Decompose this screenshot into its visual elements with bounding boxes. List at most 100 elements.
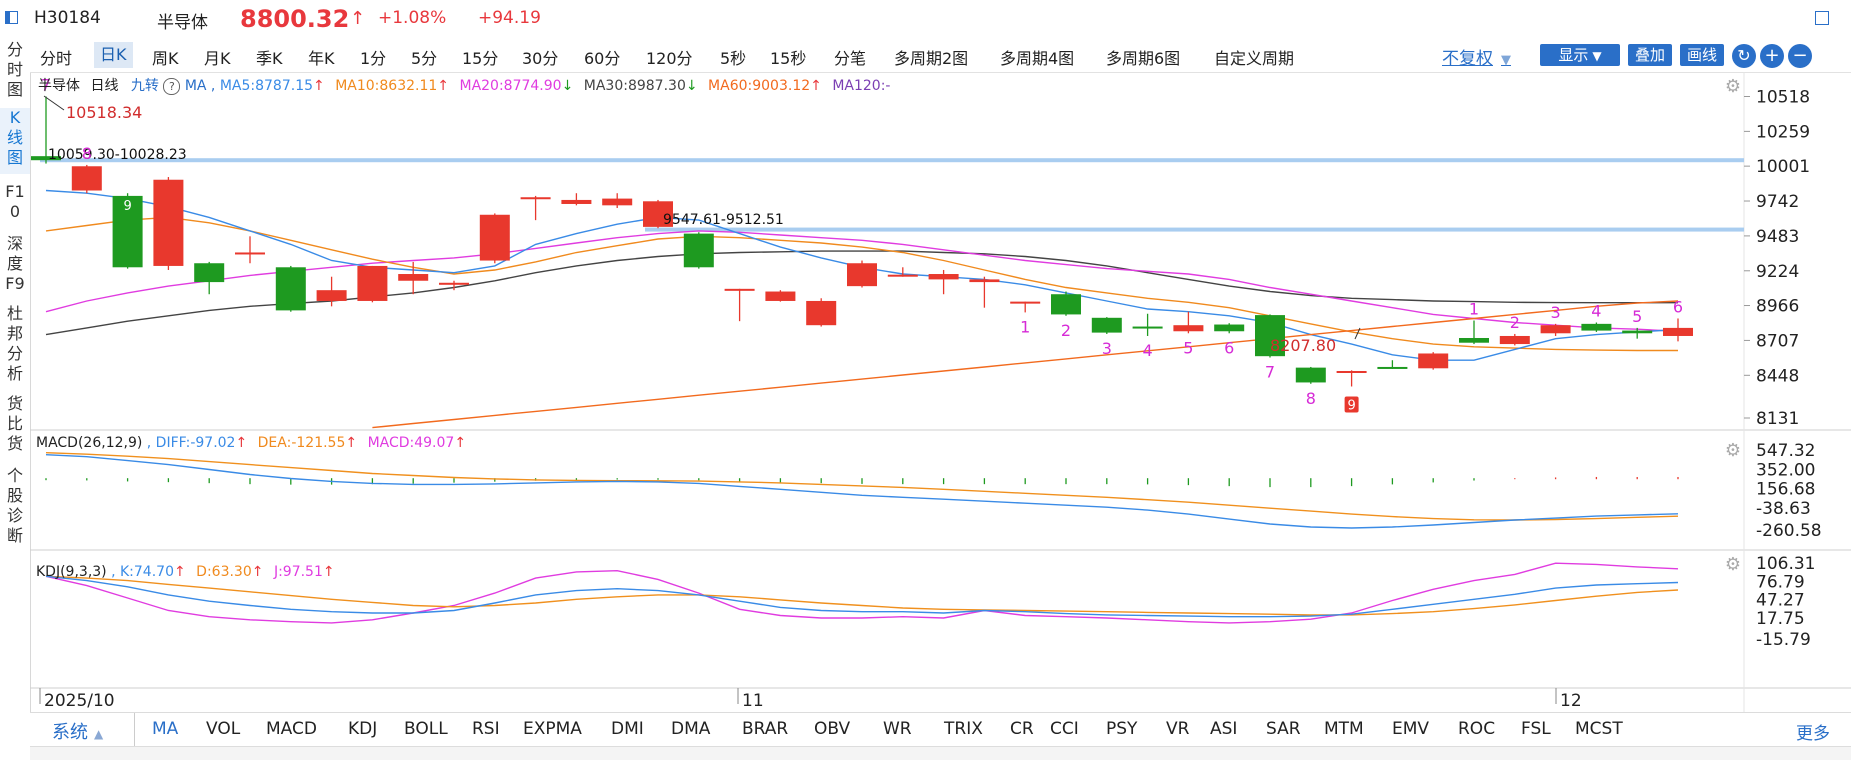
- ind-tab-mcst[interactable]: MCST: [1575, 719, 1623, 739]
- high-price-annotation: 10518.34: [66, 103, 142, 122]
- gear-icon[interactable]: ⚙: [1725, 554, 1741, 575]
- ind-tab-obv[interactable]: OBV: [814, 719, 851, 739]
- candle-body: [1418, 353, 1449, 369]
- period-tab-multi4[interactable]: 多周期4图: [1000, 49, 1075, 68]
- period-tab-multi6[interactable]: 多周期6图: [1106, 49, 1181, 68]
- ma60-line: [372, 300, 1679, 429]
- period-tab-timeshare[interactable]: 分时: [40, 49, 73, 68]
- window-icon[interactable]: [5, 11, 18, 24]
- period-tab-multi2[interactable]: 多周期2图: [894, 49, 969, 68]
- candle-body: [479, 214, 510, 261]
- candle-body: [1214, 324, 1245, 332]
- ind-tab-psy[interactable]: PSY: [1106, 719, 1138, 739]
- ind-tab-rsi[interactable]: RSI: [472, 719, 500, 739]
- nav-diagnosis[interactable]: 个股诊断: [6, 466, 23, 545]
- display-button[interactable]: 显示 ▼: [1540, 44, 1620, 66]
- draw-line-button[interactable]: 画线: [1680, 44, 1724, 66]
- dea-up-arrow-icon: ↑: [345, 435, 358, 451]
- up-arrow-icon: ↑: [350, 8, 366, 29]
- gear-icon[interactable]: ⚙: [1725, 440, 1741, 461]
- ind-tab-sar[interactable]: SAR: [1266, 719, 1301, 739]
- gear-icon[interactable]: ⚙: [1725, 76, 1741, 97]
- legend-jiuzhuan[interactable]: 九转: [130, 78, 159, 94]
- period-tab-30min[interactable]: 30分: [522, 49, 559, 68]
- ind-tab-asi[interactable]: ASI: [1210, 719, 1238, 739]
- kline-chart[interactable]: 1051810259100019742948392248966870784488…: [30, 72, 1851, 712]
- zoom-out-icon[interactable]: −: [1788, 44, 1812, 68]
- period-tab-15min[interactable]: 15分: [462, 49, 499, 68]
- period-tab-tick[interactable]: 分笔: [834, 49, 867, 68]
- ind-tab-vol[interactable]: VOL: [206, 719, 241, 739]
- legend-ma60: MA60:9003.12: [708, 78, 811, 94]
- current-price: 8800.32: [240, 5, 350, 33]
- nav-kline[interactable]: K线图: [0, 108, 30, 174]
- nav-dupont[interactable]: 杜邦分析: [6, 304, 23, 383]
- ind-tab-brar[interactable]: BRAR: [742, 719, 789, 739]
- ind-tab-trix[interactable]: TRIX: [944, 719, 983, 739]
- refresh-icon[interactable]: ↻: [1732, 44, 1756, 68]
- period-tab-quarter[interactable]: 季K: [256, 49, 283, 68]
- ma60-up-arrow-icon: ↑: [810, 78, 822, 94]
- kdj-k: , K:74.70: [111, 564, 174, 580]
- kdj-axis-label: 17.75: [1756, 609, 1805, 629]
- change-amount: +94.19: [478, 8, 541, 28]
- quote-header: H30184 半导体 8800.32 ↑ +1.08% +94.19: [0, 0, 1851, 39]
- ind-tab-cci[interactable]: CCI: [1050, 719, 1079, 739]
- period-tab-month[interactable]: 月K: [204, 49, 231, 68]
- period-tab-5sec[interactable]: 5秒: [720, 49, 747, 68]
- maximize-icon[interactable]: [1815, 11, 1829, 25]
- zoom-in-icon[interactable]: +: [1760, 44, 1784, 68]
- ind-tab-vr[interactable]: VR: [1166, 719, 1190, 739]
- price-axis-label: 9742: [1756, 192, 1799, 212]
- candle-body: [1663, 327, 1693, 336]
- period-tab-custom[interactable]: 自定义周期: [1214, 49, 1295, 68]
- ind-tab-expma[interactable]: EXPMA: [523, 719, 582, 739]
- period-tab-15sec[interactable]: 15秒: [770, 49, 807, 68]
- more-button[interactable]: 更多: [1796, 724, 1830, 744]
- system-menu[interactable]: 系统 ▲: [52, 722, 104, 743]
- period-tab-5min[interactable]: 5分: [411, 49, 438, 68]
- seq-nine-number: 9: [1347, 398, 1355, 413]
- period-tab-60min[interactable]: 60分: [584, 49, 621, 68]
- ind-tab-ma[interactable]: MA: [152, 719, 179, 739]
- ind-tab-emv[interactable]: EMV: [1392, 719, 1430, 739]
- period-tab-120min[interactable]: 120分: [646, 49, 693, 68]
- change-percent: +1.08%: [378, 8, 447, 28]
- ind-tab-roc[interactable]: ROC: [1458, 719, 1496, 739]
- dea-line: [45, 452, 1679, 521]
- diff-up-arrow-icon: ↑: [235, 435, 248, 451]
- ma10-line: [45, 216, 1678, 352]
- ind-tab-mtm[interactable]: MTM: [1324, 719, 1364, 739]
- period-tab-week[interactable]: 周K: [152, 49, 179, 68]
- price-axis-label: 10259: [1756, 122, 1810, 142]
- candle-body: [1459, 337, 1489, 343]
- ind-tab-wr[interactable]: WR: [883, 719, 912, 739]
- candle-body: [1499, 335, 1530, 345]
- period-tab-year[interactable]: 年K: [308, 49, 335, 68]
- ind-tab-cr[interactable]: CR: [1010, 719, 1034, 739]
- candle-body: [602, 198, 633, 206]
- low-price-annotation: 8207.80: [1270, 336, 1336, 355]
- seq-count-label: 7: [41, 76, 51, 95]
- overlay-button[interactable]: 叠加: [1628, 44, 1672, 66]
- ind-tab-kdj[interactable]: KDJ: [348, 719, 378, 739]
- period-tab-1min[interactable]: 1分: [360, 49, 387, 68]
- ind-tab-boll[interactable]: BOLL: [404, 719, 448, 739]
- seq-count-label: 1: [1020, 317, 1030, 336]
- ind-tab-macd[interactable]: MACD: [266, 719, 317, 739]
- candle-body: [1173, 325, 1204, 332]
- nav-depth-f9[interactable]: 深度F9: [5, 234, 25, 293]
- fuquan-select[interactable]: 不复权 ▼: [1442, 49, 1511, 69]
- legend-ma30: MA30:8987.30: [583, 78, 686, 94]
- candle-body: [235, 252, 265, 255]
- nav-f10[interactable]: F10: [5, 182, 25, 221]
- ind-tab-fsl[interactable]: FSL: [1521, 719, 1551, 739]
- macd-axis-label: 156.68: [1756, 480, 1815, 500]
- period-tab-day[interactable]: 日K: [94, 42, 133, 68]
- help-icon[interactable]: ?: [163, 78, 181, 95]
- ind-tab-dmi[interactable]: DMI: [611, 719, 644, 739]
- nav-timeshare[interactable]: 分时图: [6, 40, 23, 99]
- ind-tab-dma[interactable]: DMA: [671, 719, 711, 739]
- bottom-strip: [30, 746, 1851, 760]
- nav-compare[interactable]: 货比货: [6, 394, 23, 453]
